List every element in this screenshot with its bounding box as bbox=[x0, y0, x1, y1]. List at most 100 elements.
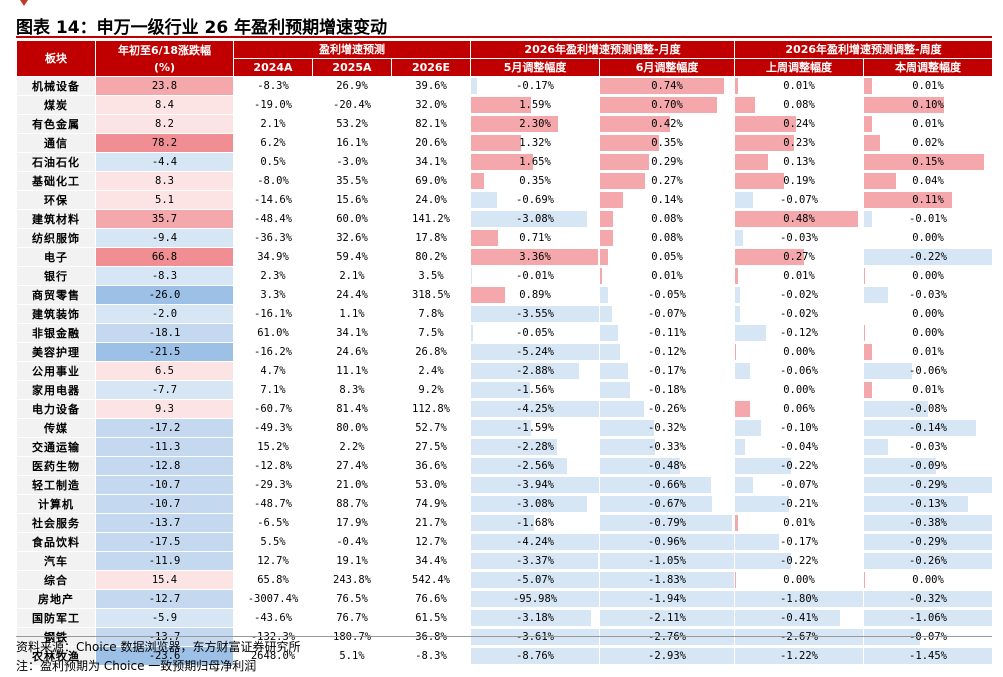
header-brand-strip bbox=[0, 0, 1003, 12]
adjustment-bar bbox=[471, 78, 478, 94]
adjustment-value: -0.22% bbox=[780, 460, 818, 472]
adjustment-value: 0.06% bbox=[783, 403, 815, 415]
adjustment-value: -8.76% bbox=[516, 650, 554, 662]
adjustment-cell-may: -1.59% bbox=[470, 418, 601, 438]
adjustment-cell-may: -3.61% bbox=[470, 627, 601, 647]
adjustment-value: -0.05% bbox=[516, 327, 554, 339]
adjustment-value: -0.17% bbox=[516, 80, 554, 92]
growth-2025-cell: 32.6% bbox=[312, 228, 392, 248]
adjustment-value: 0.01% bbox=[783, 517, 815, 529]
adjustment-value: 0.48% bbox=[783, 213, 815, 225]
adjustment-value: 0.15% bbox=[912, 156, 944, 168]
col-2026e: 2026E bbox=[390, 58, 472, 77]
adjustment-cell-tw: -0.03% bbox=[863, 437, 994, 457]
col-thisweek: 本周调整幅度 bbox=[863, 58, 994, 77]
table-row: 非银金融 -18.1 61.0% 34.1% 7.5% -0.05% -0.11% -0.12… bbox=[16, 323, 994, 343]
adjustment-bar bbox=[471, 420, 531, 436]
adjustment-value: -0.11% bbox=[648, 327, 686, 339]
adjustment-value: -2.88% bbox=[516, 365, 554, 377]
adjustment-value: 0.70% bbox=[651, 99, 683, 111]
col-ytd: 年初至6/18涨跌幅 (%) bbox=[95, 40, 234, 77]
ytd-cell: 66.8 bbox=[95, 247, 234, 267]
ytd-cell: 23.8 bbox=[95, 76, 234, 96]
adjustment-bar bbox=[735, 648, 863, 664]
growth-2024-cell: -12.8% bbox=[233, 456, 313, 476]
sector-name: 综合 bbox=[16, 570, 96, 590]
sector-name: 建筑材料 bbox=[16, 209, 96, 229]
growth-2024-cell: -16.1% bbox=[233, 304, 313, 324]
adjustment-bar bbox=[471, 287, 505, 303]
col-may: 5月调整幅度 bbox=[470, 58, 601, 77]
adjustment-value: -1.59% bbox=[516, 422, 554, 434]
col-sector: 板块 bbox=[16, 40, 96, 77]
growth-2024-cell: -6.5% bbox=[233, 513, 313, 533]
adjustment-value: -0.33% bbox=[648, 441, 686, 453]
table-row: 建筑材料 35.7 -48.4% 60.0% 141.2% -3.08% 0.08% 0.48… bbox=[16, 209, 994, 229]
adjustment-value: -5.07% bbox=[516, 574, 554, 586]
adjustment-bar bbox=[471, 515, 535, 531]
sector-name: 机械设备 bbox=[16, 76, 96, 96]
ytd-cell: -9.4 bbox=[95, 228, 234, 248]
adjustment-value: -1.05% bbox=[648, 555, 686, 567]
adjustment-value: -0.01% bbox=[516, 270, 554, 282]
adjustment-value: -0.02% bbox=[780, 308, 818, 320]
growth-2025-cell: -20.4% bbox=[312, 95, 392, 115]
table-row: 通信 78.2 6.2% 16.1% 20.6% 1.32% 0.35% 0.23% 0.02% bbox=[16, 133, 994, 153]
adjustment-bar bbox=[471, 363, 580, 379]
adjustment-bar bbox=[864, 572, 865, 588]
sector-name: 环保 bbox=[16, 190, 96, 210]
table-row: 国防军工 -5.9 -43.6% 76.7% 61.5% -3.18% -2.11% -0.4… bbox=[16, 608, 994, 628]
adjustment-cell-tw: -0.01% bbox=[863, 209, 994, 229]
ytd-cell: -26.0 bbox=[95, 285, 234, 305]
adjustment-bar bbox=[735, 192, 753, 208]
adjustment-value: -0.18% bbox=[648, 384, 686, 396]
adjustment-bar bbox=[735, 154, 769, 170]
ytd-cell: 35.7 bbox=[95, 209, 234, 229]
adjustment-bar bbox=[735, 496, 789, 512]
adjustment-bar bbox=[735, 591, 863, 607]
adjustment-bar bbox=[735, 439, 746, 455]
adjustment-value: -0.21% bbox=[780, 498, 818, 510]
growth-2025-cell: 88.7% bbox=[312, 494, 392, 514]
adjustment-value: -0.17% bbox=[780, 536, 818, 548]
adjustment-value: -0.79% bbox=[648, 517, 686, 529]
growth-2026-cell: 76.6% bbox=[390, 589, 472, 609]
adjustment-bar bbox=[864, 249, 992, 265]
adjustment-cell-lw: 0.01% bbox=[734, 513, 865, 533]
table-row: 公用事业 6.5 4.7% 11.1% 2.4% -2.88% -0.17% -0.06% -0… bbox=[16, 361, 994, 381]
adjustment-value: -5.24% bbox=[516, 346, 554, 358]
growth-2024-cell: -14.6% bbox=[233, 190, 313, 210]
adjustment-value: -0.67% bbox=[648, 498, 686, 510]
earnings-revision-table: 板块 年初至6/18涨跌幅 (%) 盈利增速预测 2026年盈利增速预测调整-月度… bbox=[16, 40, 994, 666]
adjustment-cell-may: -1.68% bbox=[470, 513, 601, 533]
adjustment-cell-tw: 0.15% bbox=[863, 152, 994, 172]
adjustment-value: 2.30% bbox=[519, 118, 551, 130]
adjustment-cell-may: -0.01% bbox=[470, 266, 601, 286]
adjustment-cell-jun: 0.29% bbox=[599, 152, 736, 172]
table-row: 食品饮料 -17.5 5.5% -0.4% 12.7% -4.24% -0.96% -0.17… bbox=[16, 532, 994, 552]
adjustment-cell-tw: 0.04% bbox=[863, 171, 994, 191]
table-row: 家用电器 -7.7 7.1% 8.3% 9.2% -1.56% -0.18% 0.00% 0.0… bbox=[16, 380, 994, 400]
growth-2026-cell: -8.3% bbox=[390, 646, 472, 666]
adjustment-bar bbox=[735, 553, 792, 569]
adjustment-cell-jun: -0.18% bbox=[599, 380, 736, 400]
adjustment-value: 0.01% bbox=[912, 80, 944, 92]
growth-2024-cell: -49.3% bbox=[233, 418, 313, 438]
table-row: 基础化工 8.3 -8.0% 35.5% 69.0% 0.35% 0.27% 0.19% 0.0… bbox=[16, 171, 994, 191]
ytd-cell: -5.9 bbox=[95, 608, 234, 628]
ytd-cell: -2.0 bbox=[95, 304, 234, 324]
adjustment-bar bbox=[864, 496, 969, 512]
sector-name: 房地产 bbox=[16, 589, 96, 609]
adjustment-value: -3.94% bbox=[516, 479, 554, 491]
ytd-cell: -7.7 bbox=[95, 380, 234, 400]
adjustment-bar bbox=[471, 192, 497, 208]
adjustment-value: 0.27% bbox=[651, 175, 683, 187]
adjustment-bar bbox=[735, 477, 753, 493]
growth-2025-cell: 15.6% bbox=[312, 190, 392, 210]
table-row: 电子 66.8 34.9% 59.4% 80.2% 3.36% 0.05% 0.27% -0.2… bbox=[16, 247, 994, 267]
adjustment-value: -3.18% bbox=[516, 612, 554, 624]
adjustment-cell-may: -1.56% bbox=[470, 380, 601, 400]
adjustment-value: -0.12% bbox=[648, 346, 686, 358]
growth-2026-cell: 17.8% bbox=[390, 228, 472, 248]
growth-2024-cell: -29.3% bbox=[233, 475, 313, 495]
